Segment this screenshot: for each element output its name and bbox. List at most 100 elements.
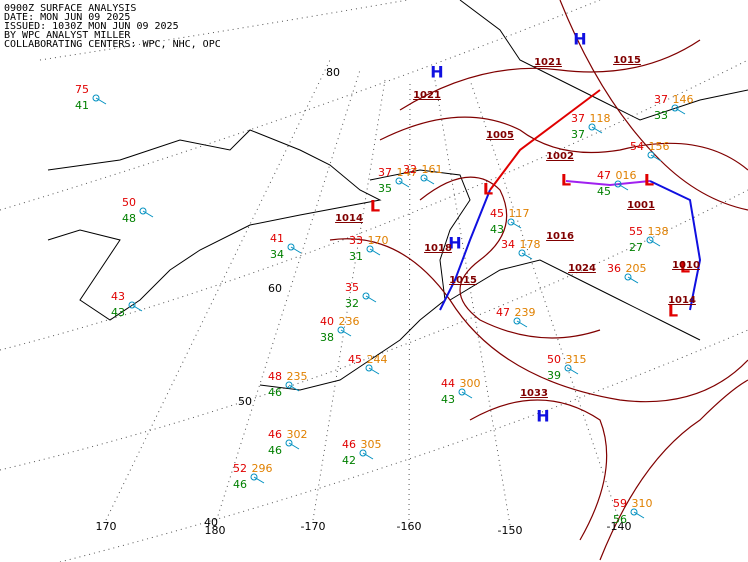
temperature: 37 bbox=[378, 166, 392, 179]
wind-barb bbox=[510, 221, 522, 229]
temperature: 50 bbox=[122, 196, 136, 209]
station-marker bbox=[671, 104, 679, 112]
pressure-center: L bbox=[644, 171, 654, 190]
station-marker bbox=[646, 236, 654, 244]
pressure: 147 bbox=[397, 166, 418, 179]
dewpoint: 33 bbox=[654, 109, 668, 122]
pressure-center: H bbox=[448, 234, 461, 253]
isobar-label: 1021 bbox=[413, 90, 441, 101]
dewpoint: 56 bbox=[613, 513, 627, 526]
pressure-center: L bbox=[483, 180, 493, 199]
temperature: 41 bbox=[270, 232, 284, 245]
wind-barb bbox=[398, 180, 410, 188]
pressure: 170 bbox=[368, 234, 389, 247]
header-line: 0900Z SURFACE ANALYSIS bbox=[4, 3, 136, 14]
wind-barb bbox=[131, 304, 143, 312]
temperature: 54 bbox=[630, 140, 644, 153]
dewpoint: 48 bbox=[122, 212, 136, 225]
isobar-label: 1010 bbox=[672, 260, 700, 271]
pressure: 138 bbox=[648, 225, 669, 238]
station-marker bbox=[250, 473, 258, 481]
dewpoint: 31 bbox=[349, 250, 363, 263]
station-marker bbox=[647, 151, 655, 159]
temperature: 37 bbox=[571, 112, 585, 125]
pressure: 178 bbox=[520, 238, 541, 251]
wind-barb bbox=[362, 452, 374, 460]
pressure-center: H bbox=[536, 407, 549, 426]
lon-label: 170 bbox=[96, 520, 117, 533]
pressure-center: L bbox=[561, 171, 571, 190]
dewpoint: 32 bbox=[345, 297, 359, 310]
dewpoint: 39 bbox=[547, 369, 561, 382]
coastline bbox=[47, 0, 748, 391]
pressure: 235 bbox=[287, 370, 308, 383]
station-marker bbox=[92, 94, 100, 102]
dewpoint: 46 bbox=[233, 478, 247, 491]
wind-barb bbox=[290, 246, 302, 254]
dewpoint: 34 bbox=[270, 248, 284, 261]
fronts bbox=[439, 89, 702, 311]
isobar-label: 1033 bbox=[520, 388, 548, 399]
temperature: 47 bbox=[597, 169, 611, 182]
dewpoint: 37 bbox=[571, 128, 585, 141]
pressure: 315 bbox=[566, 353, 587, 366]
isobar-label: 1021 bbox=[534, 57, 562, 68]
pressure: 117 bbox=[509, 207, 530, 220]
station-marker bbox=[337, 326, 345, 334]
pressure: 156 bbox=[649, 140, 670, 153]
wind-barb bbox=[368, 367, 380, 375]
header-line: ISSUED: 1030Z MON JUN 09 2025 bbox=[4, 21, 179, 32]
pressure-center: L bbox=[370, 197, 380, 216]
station-marker bbox=[513, 317, 521, 325]
dewpoint: 27 bbox=[629, 241, 643, 254]
wind-barb bbox=[627, 276, 639, 284]
temperature: 32 bbox=[403, 163, 417, 176]
pressure: 296 bbox=[252, 462, 273, 475]
pressure: 146 bbox=[673, 93, 694, 106]
isobars bbox=[329, 0, 748, 561]
station-marker bbox=[285, 381, 293, 389]
pressure-center: L bbox=[668, 302, 678, 321]
header-line: COLLABORATING CENTERS: WPC, NHC, OPC bbox=[4, 39, 221, 50]
dewpoint: 38 bbox=[320, 331, 334, 344]
wind-barb bbox=[516, 320, 528, 328]
temperature: 37 bbox=[654, 93, 668, 106]
pressure: 239 bbox=[515, 306, 536, 319]
wind-barb bbox=[649, 239, 661, 247]
temperature: 46 bbox=[268, 428, 282, 441]
temperature: 35 bbox=[345, 281, 359, 294]
isobar-label: 1024 bbox=[568, 263, 596, 274]
temperature: 48 bbox=[268, 370, 282, 383]
wind-barb bbox=[288, 384, 300, 392]
temperature: 45 bbox=[348, 353, 362, 366]
dewpoint: 46 bbox=[268, 386, 282, 399]
pressure: 205 bbox=[626, 262, 647, 275]
wind-barb bbox=[591, 126, 603, 134]
lat-label: 60 bbox=[268, 282, 282, 295]
lon-label: 180 bbox=[205, 524, 226, 537]
wind-barb bbox=[617, 183, 629, 191]
wind-barb bbox=[461, 391, 473, 399]
station-marker bbox=[507, 218, 515, 226]
temperature: 46 bbox=[342, 438, 356, 451]
dewpoint: 43 bbox=[490, 223, 504, 236]
pressure: 300 bbox=[460, 377, 481, 390]
station-marker bbox=[366, 245, 374, 253]
lat-label: 50 bbox=[238, 395, 252, 408]
pressure: 244 bbox=[367, 353, 388, 366]
isobar-label: 1001 bbox=[627, 200, 655, 211]
wind-barb bbox=[369, 248, 381, 256]
wind-barb bbox=[633, 511, 645, 519]
station-marker bbox=[139, 207, 147, 215]
temperature: 45 bbox=[490, 207, 504, 220]
station-marker bbox=[128, 301, 136, 309]
lon-label: -150 bbox=[498, 524, 523, 537]
wind-barb bbox=[567, 367, 579, 375]
dewpoint: 45 bbox=[597, 185, 611, 198]
pressure: 302 bbox=[287, 428, 308, 441]
dewpoint: 43 bbox=[441, 393, 455, 406]
dewpoint: 41 bbox=[75, 99, 89, 112]
temperature: 44 bbox=[441, 377, 455, 390]
